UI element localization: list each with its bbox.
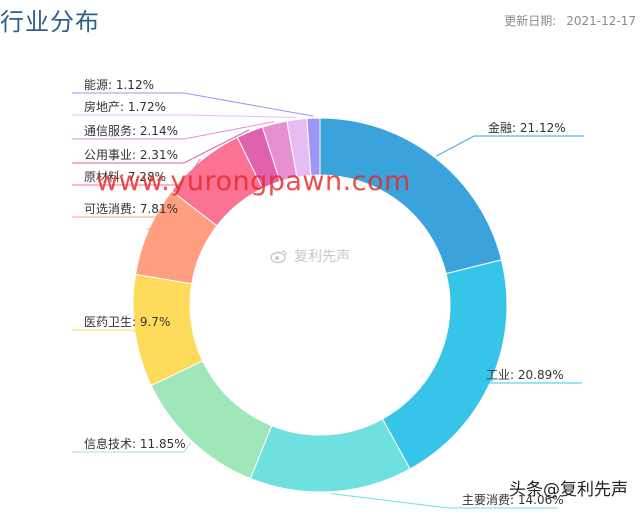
leader-line-10 — [72, 114, 297, 118]
slice-label-11: 能源: 1.12% — [84, 78, 154, 92]
page-title: 行业分布 — [0, 8, 100, 36]
url-watermark: www.yurongpawn.com — [96, 166, 411, 197]
update-date-value: 2021-12-17 — [566, 14, 636, 28]
leader-line-7 — [72, 158, 201, 186]
update-date: 更新日期: 2021-12-17 — [504, 12, 636, 29]
update-date-label: 更新日期: — [504, 14, 557, 28]
center-watermark: 复利先声 — [270, 246, 350, 266]
slice-3[interactable] — [249, 418, 411, 493]
leader-line-1 — [436, 135, 584, 157]
slice-4[interactable] — [150, 360, 273, 480]
leader-line-2 — [471, 380, 582, 384]
slice-label-4: 信息技术: 11.85% — [84, 436, 186, 451]
slice-label-9: 通信服务: 2.14% — [84, 123, 178, 138]
leader-line-9 — [72, 121, 275, 140]
donut-slices — [132, 117, 508, 493]
leader-line-6 — [72, 216, 185, 231]
slice-label-6: 可选消费: 7.81% — [84, 202, 178, 216]
slice-label-10: 房地产: 1.72% — [84, 99, 166, 114]
slice-label-2: 工业: 20.89% — [486, 368, 564, 382]
slice-labels: 金融: 21.12% 工业: 20.89% 主要消费: 14.06% 信息技术: 11… — [84, 78, 566, 507]
slice-11[interactable] — [306, 117, 321, 176]
footer-watermark: 头条@复利先声 — [509, 480, 628, 500]
slice-label-8: 公用事业: 2.31% — [84, 148, 178, 162]
leader-lines — [72, 92, 584, 509]
slice-2[interactable] — [381, 259, 508, 470]
slice-label-3: 主要消费: 14.06% — [462, 493, 564, 507]
leader-line-4 — [72, 442, 192, 453]
slice-label-7: 原材料: 7.28% — [84, 170, 166, 184]
leader-line-5 — [72, 329, 185, 332]
center-watermark-text: 复利先声 — [294, 249, 350, 265]
leader-line-11 — [72, 92, 314, 117]
weibo-logo-icon — [270, 250, 287, 263]
slice-label-1: 金融: 21.12% — [488, 120, 566, 135]
leader-line-8 — [72, 129, 250, 164]
leader-line-3 — [331, 493, 558, 509]
slice-label-5: 医药卫生: 9.7% — [84, 315, 170, 329]
